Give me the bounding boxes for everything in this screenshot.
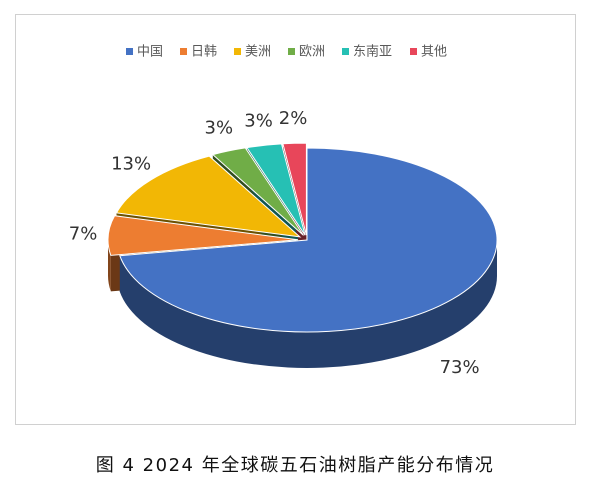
legend-label: 其他 bbox=[421, 45, 447, 60]
pie: 73% 7% 13% 3% 3% 2% bbox=[69, 108, 498, 378]
legend-label: 日韩 bbox=[191, 45, 217, 60]
slice bbox=[282, 142, 307, 236]
slice-side bbox=[119, 240, 498, 368]
data-label: 3% bbox=[205, 117, 234, 138]
legend-label: 欧洲 bbox=[299, 45, 325, 60]
legend-swatch bbox=[180, 48, 187, 55]
slice bbox=[119, 147, 498, 333]
slice bbox=[115, 155, 302, 238]
caption: 图 4 2024 年全球碳五石油树脂产能分布情况 bbox=[96, 455, 494, 476]
legend-swatch bbox=[288, 48, 295, 55]
legend-label: 中国 bbox=[137, 45, 163, 60]
legend-swatch bbox=[126, 48, 133, 55]
legend-label: 美洲 bbox=[245, 45, 271, 60]
slice bbox=[107, 215, 299, 256]
slice bbox=[246, 143, 306, 236]
legend-swatch bbox=[410, 48, 417, 55]
data-label: 7% bbox=[69, 223, 98, 244]
legend-swatch bbox=[342, 48, 349, 55]
legend-label: 东南亚 bbox=[353, 44, 392, 60]
legend: 中国 日韩 美洲 欧洲 东南亚 其他 bbox=[126, 44, 447, 60]
legend-swatch bbox=[234, 48, 241, 55]
data-label: 73% bbox=[440, 357, 480, 378]
data-label: 3% bbox=[244, 110, 273, 131]
data-label: 2% bbox=[279, 108, 308, 129]
data-label: 13% bbox=[111, 154, 151, 175]
slice bbox=[211, 147, 304, 236]
slice-side bbox=[108, 239, 111, 292]
